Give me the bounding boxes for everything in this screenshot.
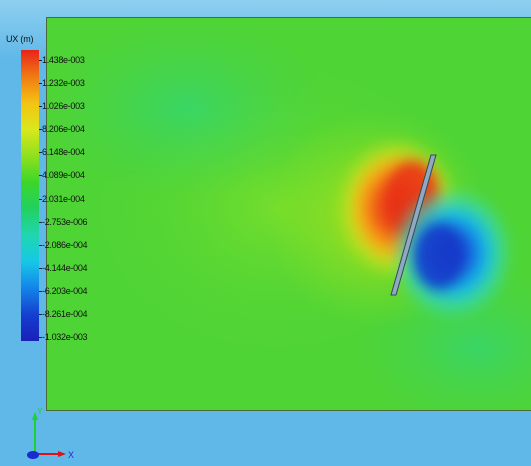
legend-tick-label: -2.753e-006: [42, 216, 88, 227]
legend-tick-mark: [39, 337, 42, 338]
legend-tick-label: 1.026e-003: [42, 101, 85, 112]
legend-color-bar: [21, 50, 39, 341]
contour-plot-area[interactable]: [46, 17, 531, 411]
triad-x-label: X: [68, 450, 74, 460]
legend-tick-label: -8.261e-004: [42, 308, 88, 319]
legend-tick-label: -6.203e-004: [42, 285, 88, 296]
legend-tick-label: 1.232e-003: [42, 78, 85, 89]
legend-tick-mark: [39, 221, 42, 223]
legend-tick-mark: [39, 267, 42, 269]
legend-tick-label: 1.438e-003: [42, 55, 85, 65]
plate-geometry: [390, 154, 437, 296]
legend-tick-label: 4.089e-004: [42, 170, 85, 181]
legend-tick-label: 8.206e-004: [42, 124, 85, 135]
legend-tick-mark: [39, 198, 42, 200]
legend-tick-mark: [39, 129, 42, 131]
legend-tick-mark: [39, 313, 42, 315]
legend-tick-label: -4.144e-004: [42, 262, 88, 273]
legend-tick-label: 6.148e-004: [42, 147, 85, 158]
legend-tick-mark: [39, 106, 42, 108]
legend-tick-label: -2.086e-004: [42, 239, 88, 250]
legend-tick-mark: [39, 60, 42, 61]
legend-tick-mark: [39, 152, 42, 154]
legend-tick-label: -1.032e-003: [42, 332, 88, 342]
legend-tick-mark: [39, 175, 42, 177]
legend-title: UX (m): [6, 34, 34, 44]
legend-tick-mark: [39, 244, 42, 246]
legend-tick-label: 2.031e-004: [42, 193, 85, 204]
legend-tick-mark: [39, 83, 42, 85]
contour-field[interactable]: [47, 18, 531, 410]
legend-tick-mark: [39, 290, 42, 292]
triad-y-label: Y: [37, 406, 43, 416]
axis-triad-icon: Y X: [27, 406, 74, 460]
